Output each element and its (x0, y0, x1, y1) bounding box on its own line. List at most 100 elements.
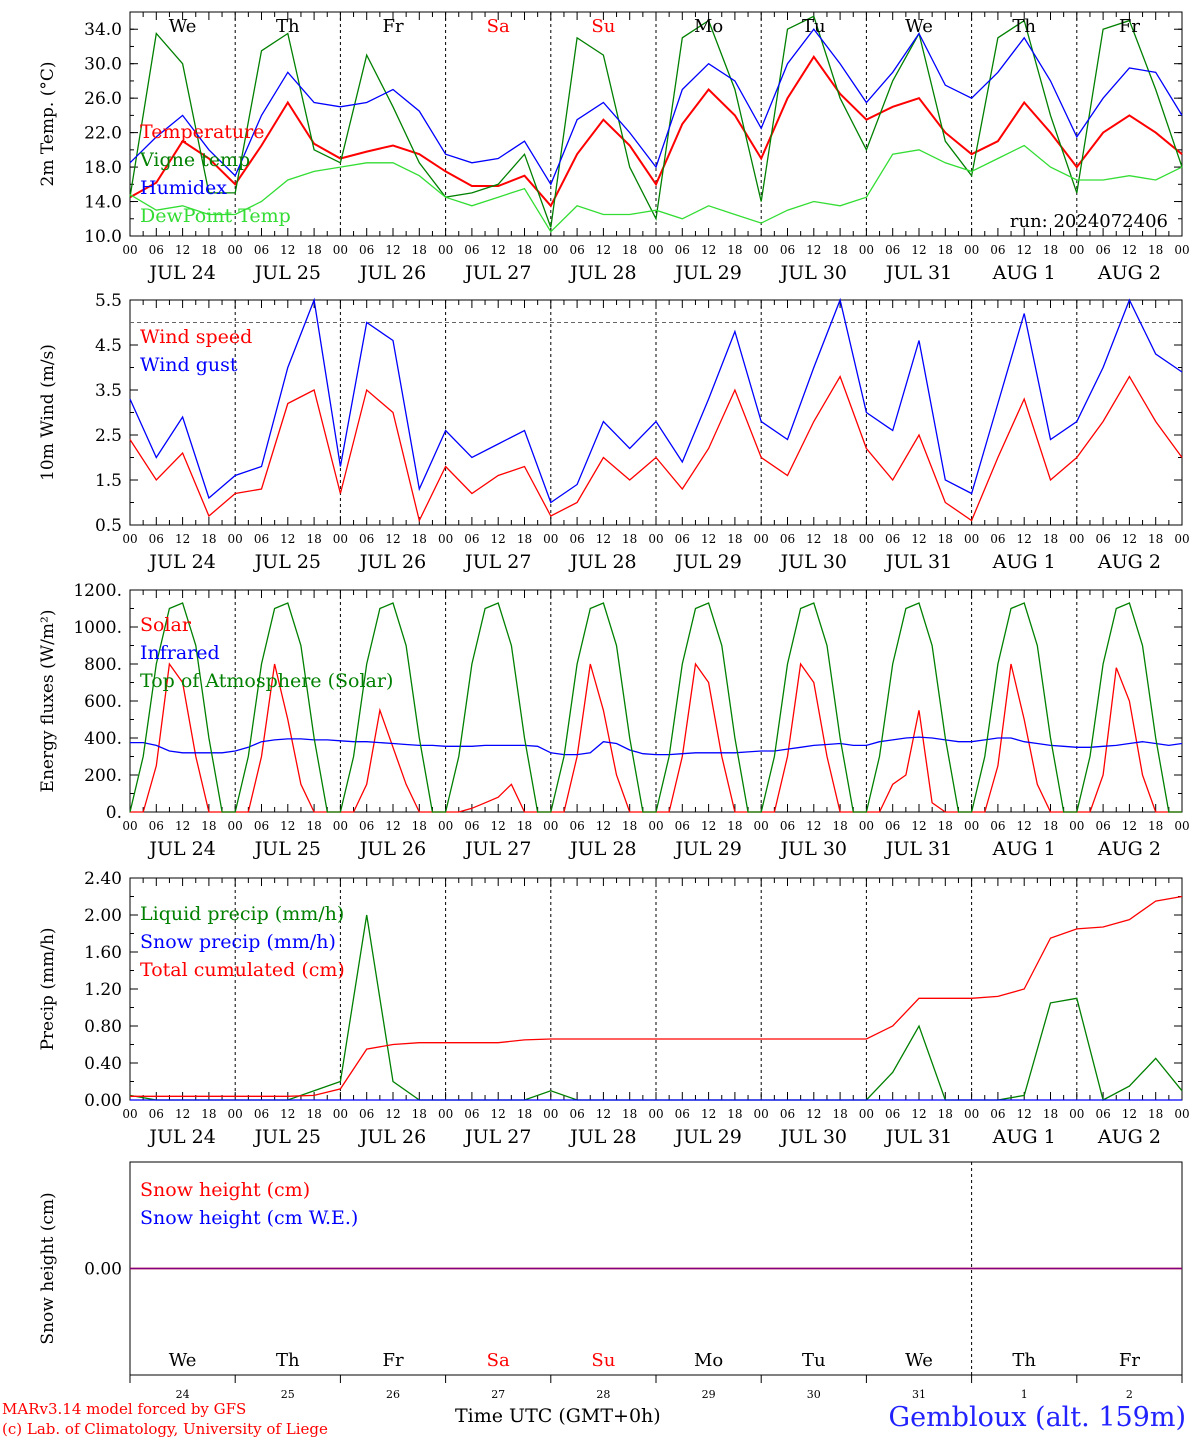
legend-entry: Snow precip (mm/h) (140, 931, 336, 953)
day-number-label: 28 (596, 1388, 610, 1401)
hour-tick-label: 00 (859, 1107, 874, 1121)
hour-tick-label: 06 (990, 243, 1005, 257)
date-label: JUL 27 (463, 1126, 531, 1148)
day-number-label: 2 (1126, 1388, 1133, 1401)
hour-tick-label: 12 (806, 532, 821, 546)
hour-tick-label: 18 (727, 243, 742, 257)
y-axis-label: 2m Temp. (°C) (38, 61, 58, 186)
hour-tick-label: 06 (569, 532, 584, 546)
hour-tick-label: 00 (754, 532, 769, 546)
hour-tick-label: 18 (201, 243, 216, 257)
hour-tick-label: 12 (911, 243, 926, 257)
hour-tick-label: 06 (990, 532, 1005, 546)
weekday-label: Tu (802, 16, 826, 37)
hour-tick-label: 00 (859, 819, 874, 833)
date-label: JUL 27 (463, 551, 531, 573)
date-label: JUL 26 (358, 1126, 426, 1148)
hour-tick-label: 12 (491, 532, 506, 546)
hour-tick-label: 18 (1043, 819, 1058, 833)
hour-tick-label: 18 (306, 819, 321, 833)
hour-tick-label: 00 (543, 243, 558, 257)
weekday-label: Th (276, 16, 300, 37)
hour-tick-label: 12 (491, 819, 506, 833)
hour-tick-label: 00 (438, 532, 453, 546)
date-label: JUL 25 (253, 551, 321, 573)
hour-tick-label: 12 (1122, 1107, 1137, 1121)
hour-tick-label: 12 (596, 1107, 611, 1121)
legend-entry: Total cumulated (cm) (140, 959, 345, 981)
hour-tick-label: 06 (885, 532, 900, 546)
date-label: AUG 1 (992, 1126, 1056, 1148)
y-axis-label: Energy fluxes (W/m²) (38, 610, 58, 793)
date-label: JUL 30 (779, 838, 847, 860)
hour-tick-label: 00 (122, 532, 137, 546)
hour-tick-label: 12 (1017, 532, 1032, 546)
y-tick-label: 2.5 (95, 426, 122, 446)
hour-tick-label: 00 (333, 243, 348, 257)
model-credit: MARv3.14 model forced by GFS (2, 1400, 247, 1418)
plot-frame (129, 11, 1183, 237)
date-label: JUL 31 (884, 838, 952, 860)
date-label: JUL 25 (253, 262, 321, 284)
hour-tick-label: 06 (254, 532, 269, 546)
panel-1 (129, 11, 1183, 237)
weekday-label: Th (1012, 1350, 1036, 1371)
hour-tick-label: 18 (938, 1107, 953, 1121)
y-axis-label: 10m Wind (m/s) (38, 344, 58, 481)
hour-tick-label: 06 (569, 243, 584, 257)
weekday-label: Mo (694, 16, 723, 37)
hour-tick-label: 00 (333, 1107, 348, 1121)
date-label: JUL 29 (673, 838, 741, 860)
legend-entry: Humidex (140, 177, 227, 199)
hour-tick-label: 12 (385, 819, 400, 833)
weekday-label: We (905, 16, 933, 37)
hour-tick-label: 12 (596, 819, 611, 833)
hour-tick-label: 12 (1122, 532, 1137, 546)
hour-tick-label: 06 (1095, 243, 1110, 257)
hour-tick-label: 12 (911, 819, 926, 833)
hour-tick-label: 00 (648, 243, 663, 257)
hour-tick-label: 18 (412, 243, 427, 257)
y-tick-label: 2.40 (84, 869, 122, 889)
date-label: JUL 26 (358, 551, 426, 573)
hour-tick-label: 06 (780, 1107, 795, 1121)
weekday-label: Mo (694, 1350, 723, 1371)
hour-tick-label: 06 (149, 1107, 164, 1121)
hour-tick-label: 06 (675, 1107, 690, 1121)
date-label: JUL 27 (463, 262, 531, 284)
weekday-label: Th (1012, 16, 1036, 37)
hour-tick-label: 18 (306, 532, 321, 546)
hour-tick-label: 06 (885, 1107, 900, 1121)
y-tick-label: 30.0 (84, 55, 122, 75)
hour-tick-label: 18 (622, 1107, 637, 1121)
hour-tick-label: 06 (149, 243, 164, 257)
location-label: Gembloux (alt. 159m) (888, 1402, 1186, 1433)
date-label: AUG 2 (1097, 551, 1161, 573)
hour-tick-label: 00 (122, 819, 137, 833)
day-number-label: 26 (386, 1388, 400, 1401)
y-tick-label: 1.60 (84, 943, 122, 963)
hour-tick-label: 00 (438, 243, 453, 257)
hour-tick-label: 18 (1148, 243, 1163, 257)
hour-tick-label: 00 (228, 1107, 243, 1121)
series-line-1 (129, 55, 1183, 208)
hour-tick-label: 18 (412, 819, 427, 833)
y-tick-label: 600. (84, 692, 122, 712)
hour-tick-label: 12 (806, 819, 821, 833)
y-tick-label: 5.5 (95, 291, 122, 311)
hour-tick-label: 12 (385, 243, 400, 257)
hour-tick-label: 18 (1043, 1107, 1058, 1121)
y-tick-label: 34.0 (84, 20, 122, 40)
hour-tick-label: 18 (622, 819, 637, 833)
hour-tick-label: 00 (228, 532, 243, 546)
hour-tick-label: 06 (464, 1107, 479, 1121)
date-label: JUL 30 (779, 1126, 847, 1148)
y-tick-label: 10.0 (84, 227, 122, 247)
y-tick-label: 0.00 (84, 1260, 122, 1280)
series-line-2 (129, 15, 1183, 228)
hour-tick-label: 00 (964, 1107, 979, 1121)
hour-tick-label: 12 (175, 243, 190, 257)
y-tick-label: 14.0 (84, 193, 122, 213)
hour-tick-label: 18 (201, 532, 216, 546)
hour-tick-label: 06 (675, 243, 690, 257)
